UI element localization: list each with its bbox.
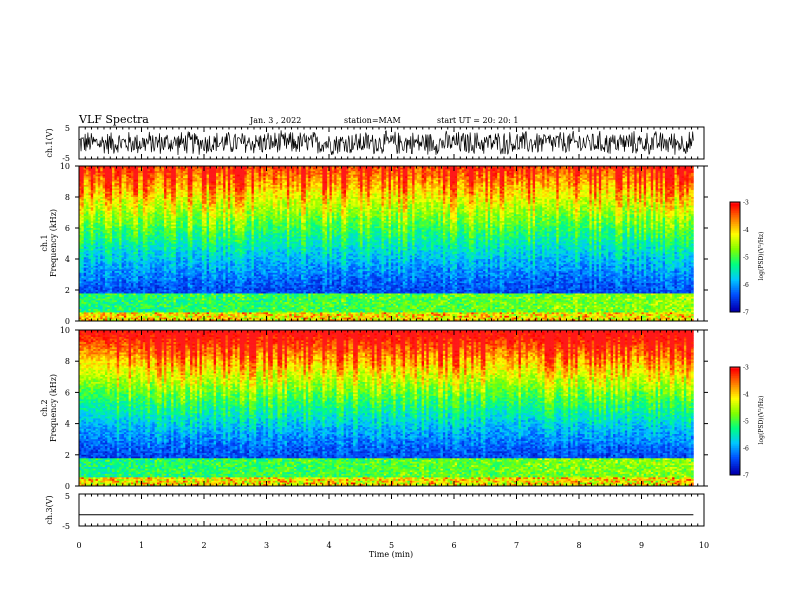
ch1-waveform-panel: 5 -5 ch.1(V) [45, 124, 704, 163]
ch1-waveform-line [79, 130, 693, 155]
ch1-waveform-ylabel: ch.1(V) [45, 128, 54, 157]
figure-title: VLF Spectra [78, 113, 149, 126]
date-label: Jan. 3 , 2022 [249, 116, 301, 125]
ch1-spectrogram-heatmap [79, 166, 694, 321]
start-time-label: start UT = 20: 20: 1 [437, 116, 518, 125]
ch1-ytick-top: 5 [65, 124, 70, 133]
station-label: station=MAM [344, 116, 401, 125]
ch1-waveform-trace [79, 130, 693, 155]
